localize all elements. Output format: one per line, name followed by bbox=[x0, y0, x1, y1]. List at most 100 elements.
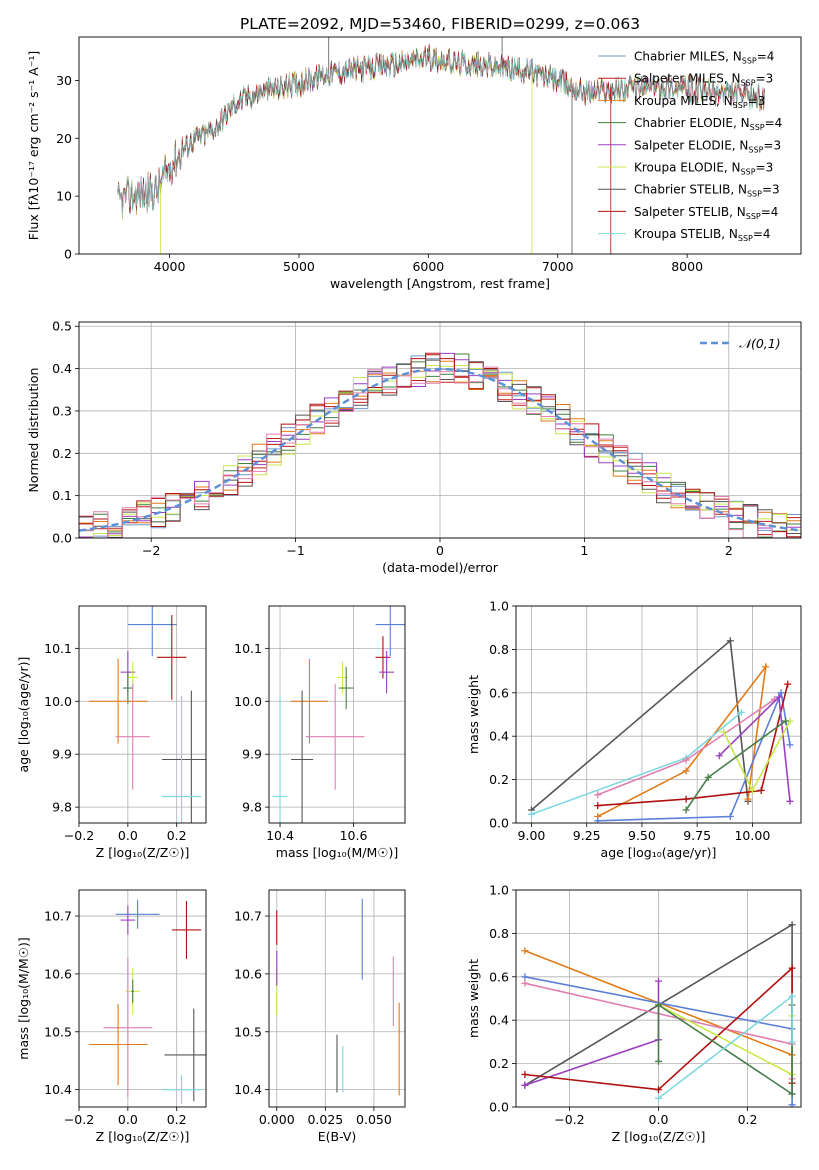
x-axis-label: Z [log₁₀(Z/Z☉)] bbox=[96, 845, 190, 860]
y-tick-label: 9.9 bbox=[242, 747, 262, 762]
plus-marker bbox=[594, 791, 602, 799]
y-tick-label: 10.4 bbox=[44, 1082, 72, 1097]
x-tick-label: 6000 bbox=[412, 259, 444, 274]
figure-title: PLATE=2092, MJD=53460, FIBERID=0299, z=0… bbox=[240, 15, 640, 33]
plus-marker bbox=[521, 947, 529, 955]
plus-marker bbox=[786, 741, 794, 749]
y-tick-label: 10.0 bbox=[44, 694, 72, 709]
x-axis-label: Z [log₁₀(Z/Z☉)] bbox=[612, 1129, 706, 1144]
y-tick-label: 9.8 bbox=[242, 800, 262, 815]
y-tick-label: 10.1 bbox=[44, 641, 72, 656]
mass_vs_Z-frame bbox=[78, 889, 207, 1108]
mass_vs_EBV-axes: 0.000 0.025 0.050 10.4 10.5 10.6 10.7 E(B-V) bbox=[234, 890, 405, 1144]
x-tick-label: 0.025 bbox=[307, 1112, 343, 1127]
x-tick-label: −0.2 bbox=[554, 1112, 584, 1127]
x-tick-label: 5000 bbox=[283, 259, 315, 274]
age_vs_mass-frame bbox=[268, 605, 406, 824]
plus-marker bbox=[655, 1001, 662, 1009]
age_vs_Z-points bbox=[88, 606, 206, 823]
plus-marker bbox=[521, 1081, 529, 1089]
plus-marker bbox=[757, 786, 765, 794]
histogram-steps bbox=[79, 352, 801, 538]
mass-weight-line bbox=[530, 639, 749, 811]
y-axis-label: mass [log₁₀(M/M☉)] bbox=[16, 937, 31, 1059]
plus-marker bbox=[682, 756, 690, 764]
y-axis-label: age [log₁₀(age/yr)] bbox=[16, 657, 31, 773]
plus-marker bbox=[748, 786, 756, 794]
spectrum-frame bbox=[78, 36, 802, 255]
massweight_vs_Z-frame bbox=[515, 889, 802, 1108]
plus-marker bbox=[784, 680, 792, 688]
plus-marker bbox=[715, 752, 723, 760]
plus-marker bbox=[521, 1070, 529, 1078]
legend-label: Chabrier MILES, NSSP=4 bbox=[634, 50, 774, 66]
x-axis-label: Z [log₁₀(Z/Z☉)] bbox=[96, 1129, 190, 1144]
plus-marker bbox=[655, 977, 662, 985]
x-tick-label: 2 bbox=[725, 543, 733, 558]
y-tick-label: 20 bbox=[56, 131, 72, 146]
legend-label: Salpeter STELIB, NSSP=4 bbox=[634, 205, 778, 221]
plus-marker bbox=[737, 708, 745, 716]
plus-marker bbox=[521, 979, 529, 987]
x-tick-label: 4000 bbox=[154, 259, 186, 274]
spectrum-legend: Chabrier MILES, NSSP=4 Salpeter MILES, NS… bbox=[598, 50, 782, 243]
normal-curve bbox=[79, 367, 801, 532]
x-axis-label: mass [log₁₀(M/M☉)] bbox=[276, 845, 398, 860]
massweight_vs_Z-lines bbox=[521, 921, 796, 1107]
plus-marker bbox=[788, 1038, 796, 1046]
y-tick-label: 10.0 bbox=[234, 694, 262, 709]
y-axis-label: Flux [fλ10⁻¹⁷ erg cm⁻² s⁻¹ A⁻¹] bbox=[26, 51, 41, 240]
x-tick-label: 0.0 bbox=[649, 1112, 669, 1127]
massweight_vs_age-frame bbox=[515, 605, 802, 824]
x-tick-label: 0 bbox=[436, 543, 444, 558]
residuals-axes: −2 −1 0 1 2 0.0 0.1 0.2 0.3 0.4 0.5 (data-model)/er… bbox=[26, 319, 801, 575]
y-axis-label: mass weight bbox=[466, 959, 481, 1038]
y-tick-label: 10.7 bbox=[44, 909, 72, 924]
massweight_vs_age-lines bbox=[527, 637, 794, 823]
plus-marker bbox=[682, 806, 690, 814]
age_vs_mass-points bbox=[272, 606, 405, 823]
legend-label: 𝒩(0,1) bbox=[739, 336, 781, 351]
x-tick-label: 9.25 bbox=[573, 828, 601, 843]
histogram-series bbox=[79, 366, 801, 538]
plus-marker bbox=[782, 717, 790, 725]
y-tick-label: 0.1 bbox=[52, 488, 72, 503]
y-tick-label: 9.9 bbox=[52, 747, 72, 762]
x-tick-label: 0.0 bbox=[118, 828, 138, 843]
x-axis-label: age [log₁₀(age/yr)] bbox=[601, 845, 717, 860]
y-tick-label: 0.0 bbox=[489, 816, 509, 831]
x-tick-label: 10.6 bbox=[340, 828, 368, 843]
mass_vs_EBV-points bbox=[276, 898, 400, 1096]
plus-marker bbox=[682, 767, 690, 775]
mass-weight-line bbox=[531, 711, 742, 816]
y-tick-label: 9.8 bbox=[52, 800, 72, 815]
y-axis-label: mass weight bbox=[466, 675, 481, 754]
y-tick-label: 10.5 bbox=[44, 1024, 72, 1039]
x-tick-label: 9.50 bbox=[628, 828, 656, 843]
x-axis-label: E(B-V) bbox=[318, 1129, 357, 1144]
y-axis-label: Normed distribution bbox=[26, 368, 41, 493]
age_vs_Z-axes: −0.2 0.0 0.2 9.8 9.9 10.0 10.1 Z [log₁₀(Z/Z☉)] a… bbox=[16, 606, 206, 860]
y-tick-label: 0.4 bbox=[489, 1013, 509, 1028]
y-tick-label: 10.1 bbox=[234, 641, 262, 656]
mass_vs_Z-points bbox=[88, 899, 206, 1105]
plus-marker bbox=[655, 1057, 662, 1065]
x-tick-label: 0.2 bbox=[167, 828, 187, 843]
residuals-frame bbox=[78, 321, 802, 539]
y-tick-label: 0.5 bbox=[52, 319, 72, 334]
plus-marker bbox=[726, 637, 734, 645]
spectrum-series bbox=[117, 49, 765, 215]
y-tick-label: 0.6 bbox=[489, 685, 509, 700]
x-tick-label: 0.0 bbox=[118, 1112, 138, 1127]
y-tick-label: 1.0 bbox=[489, 599, 509, 614]
y-tick-label: 10.4 bbox=[234, 1082, 262, 1097]
y-tick-label: 0.8 bbox=[489, 642, 509, 657]
spectrum-lines bbox=[117, 37, 765, 254]
y-tick-label: 10.5 bbox=[234, 1024, 262, 1039]
plus-marker bbox=[788, 1101, 796, 1107]
plus-marker bbox=[788, 992, 796, 1000]
legend-label: Salpeter ELODIE, NSSP=3 bbox=[634, 138, 781, 154]
y-tick-label: 0.8 bbox=[489, 926, 509, 941]
